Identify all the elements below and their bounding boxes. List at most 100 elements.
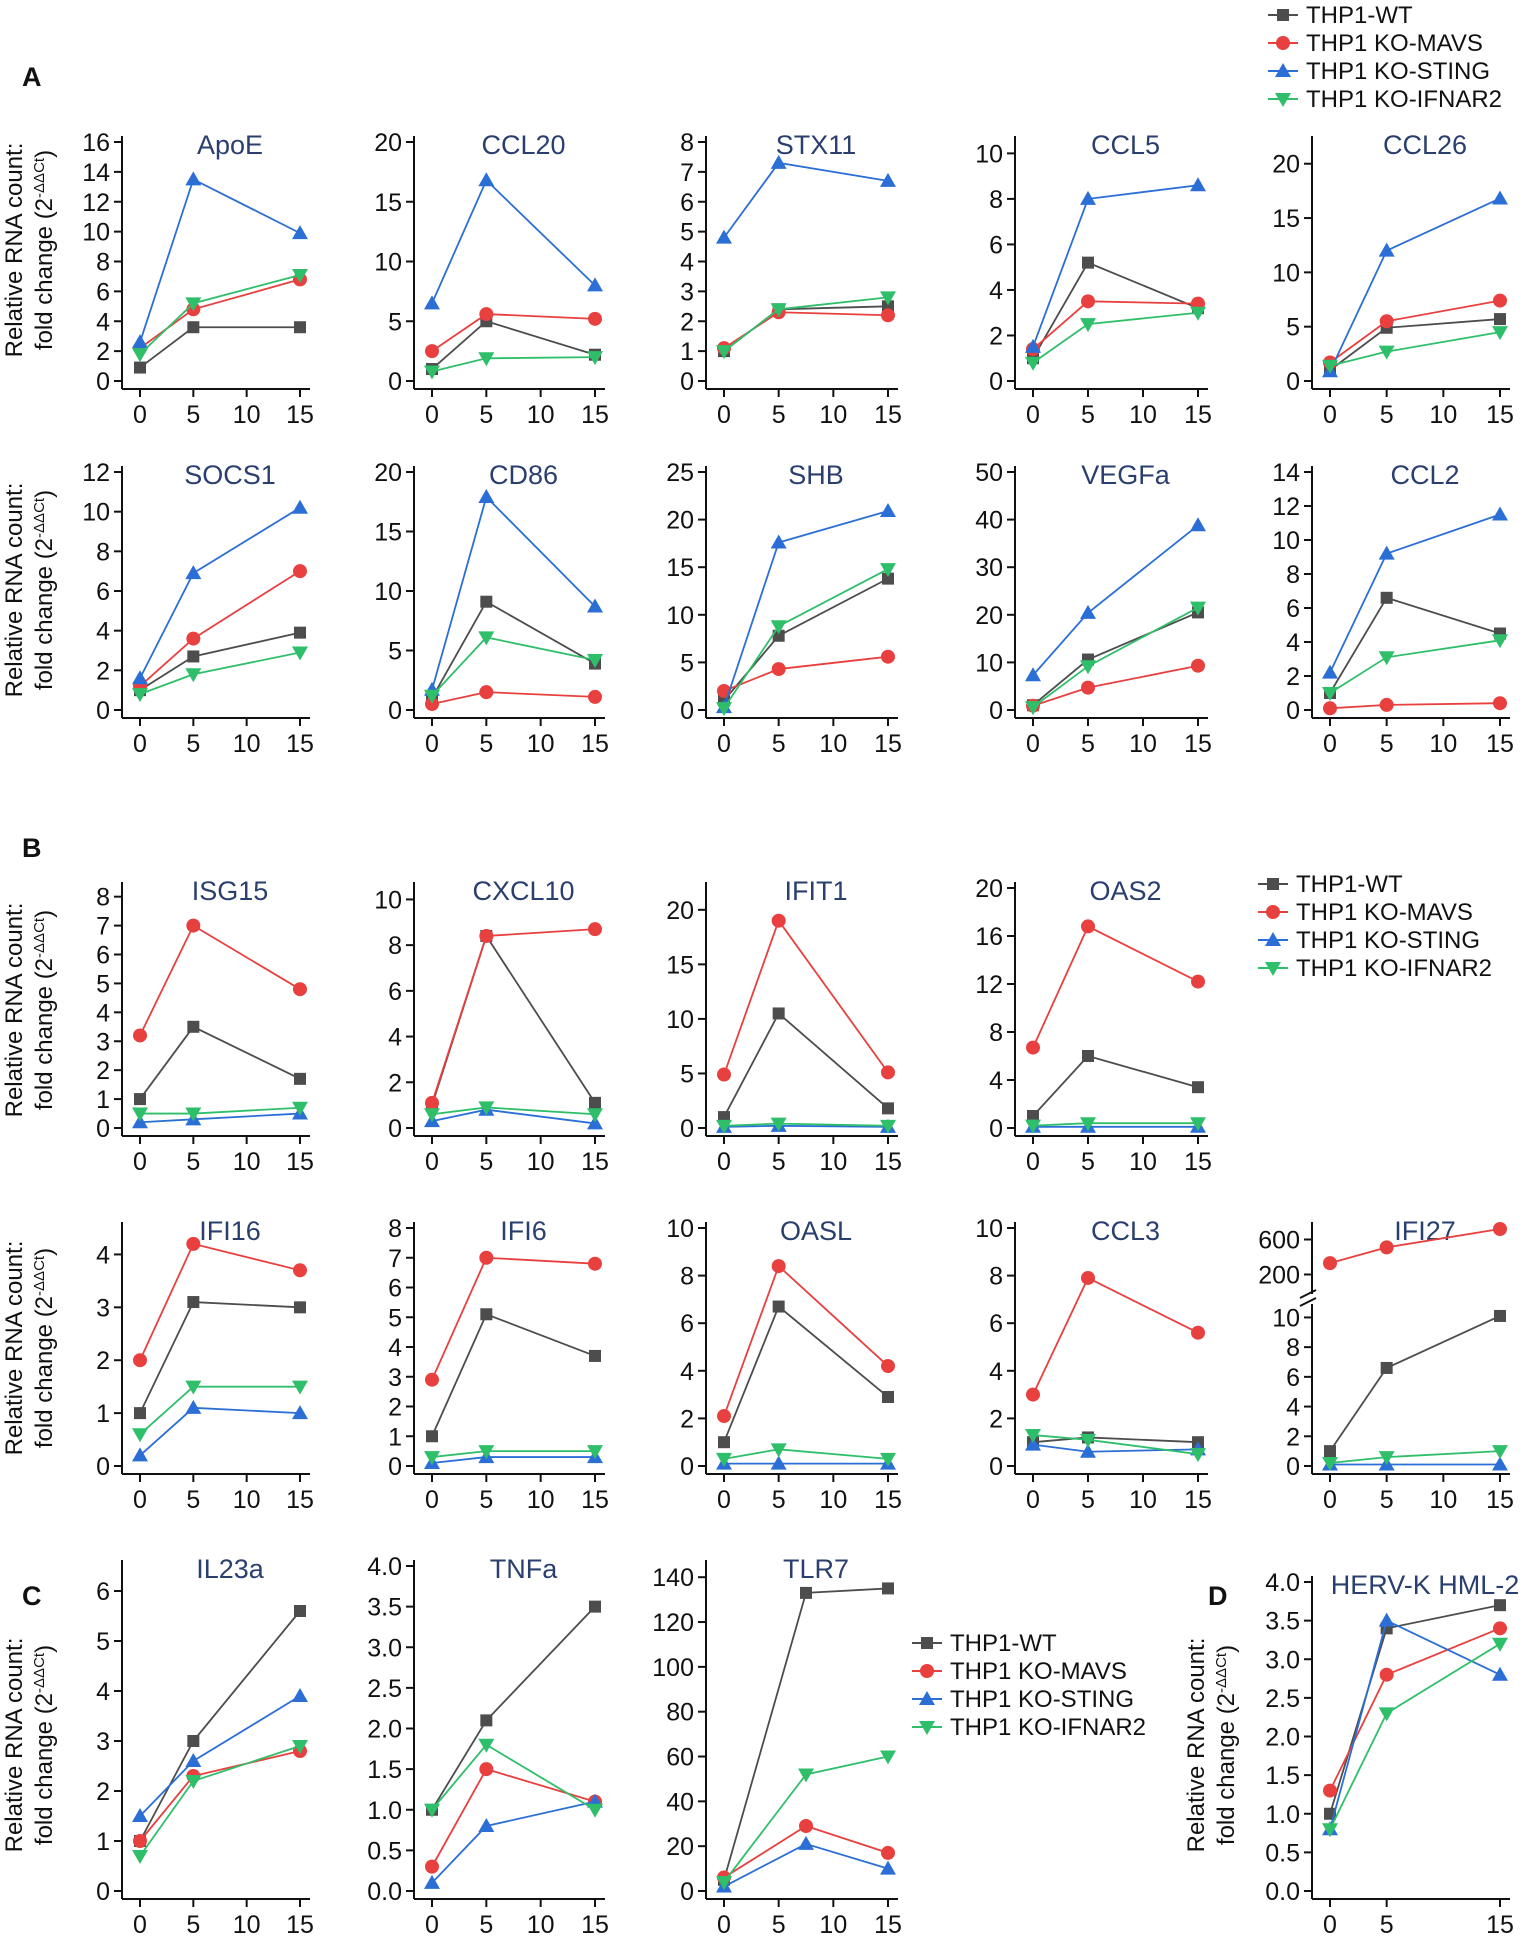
y-tick-label: 20 bbox=[666, 1833, 694, 1861]
x-tick-label: 5 bbox=[1380, 1486, 1394, 1514]
data-point bbox=[1026, 1387, 1040, 1402]
data-point bbox=[1191, 974, 1205, 989]
y-tick-label: 8 bbox=[1286, 1334, 1300, 1362]
y-tick-label: 3.5 bbox=[367, 1594, 402, 1622]
series-thp1-wt bbox=[718, 1300, 894, 1449]
data-point bbox=[1322, 664, 1338, 679]
y-axis-label: Relative RNA count: fold change (2-ΔΔCt) bbox=[1183, 1638, 1240, 1853]
series-line bbox=[1032, 1276, 1199, 1395]
x-tick-label: 10 bbox=[527, 730, 555, 758]
data-point bbox=[185, 297, 202, 312]
y-tick-label: 2.0 bbox=[1265, 1724, 1300, 1752]
series-line bbox=[431, 313, 596, 352]
x-tick-label: 10 bbox=[819, 1911, 847, 1936]
data-point bbox=[424, 1451, 440, 1466]
data-point bbox=[718, 1436, 730, 1449]
data-point bbox=[1025, 1119, 1041, 1134]
y-tick-label: 0 bbox=[989, 697, 1003, 725]
chart-title: ApoE bbox=[197, 130, 263, 160]
series-thp1-wt bbox=[134, 1296, 306, 1420]
series-thp1-ko-sting bbox=[716, 503, 896, 714]
chart-oasl: 0 5 10 15 0 2 4 6 8 10 OASL bbox=[666, 1215, 902, 1514]
data-point bbox=[480, 595, 493, 608]
data-point bbox=[589, 1096, 601, 1109]
series-thp1-wt bbox=[1027, 1050, 1204, 1122]
data-point bbox=[185, 1399, 202, 1414]
y-tick-label: 14 bbox=[1272, 459, 1300, 487]
axis-break-mark bbox=[1299, 1289, 1317, 1299]
data-point bbox=[185, 171, 202, 186]
legend-item-thp1-ko-sting: THP1 KO-STING bbox=[912, 1686, 1134, 1713]
series-thp1-ko-sting bbox=[424, 1449, 603, 1470]
x-tick-label: 10 bbox=[1429, 1486, 1457, 1514]
data-point bbox=[292, 1380, 308, 1395]
legend-item-thp1-wt: THP1-WT bbox=[1258, 871, 1403, 898]
x-tick-label: 15 bbox=[286, 1148, 314, 1176]
x-tick-label: 0 bbox=[133, 401, 147, 429]
chart-tnfa: 0 5 10 15 0.0 0.5 1.0 1.5 2.0 2.5 3.0 3.5 4.0 TNFa bbox=[367, 1553, 609, 1936]
chart-title: IFI16 bbox=[199, 1216, 261, 1246]
data-point bbox=[292, 1688, 308, 1702]
series-thp1-ko-mavs bbox=[1026, 1270, 1205, 1402]
y-tick-label: 5 bbox=[388, 1304, 402, 1332]
y-tick-label: 8 bbox=[989, 186, 1003, 214]
y-tick-label: 5 bbox=[388, 308, 402, 336]
y-axis-label-line1: Relative RNA count: bbox=[1, 143, 28, 358]
series-thp1-ko-mavs bbox=[717, 305, 895, 356]
data-point bbox=[1494, 313, 1506, 326]
chart-title: CCL26 bbox=[1383, 130, 1467, 160]
legend-label: THP1 KO-MAVS bbox=[1306, 30, 1483, 57]
data-point bbox=[294, 626, 306, 639]
data-point bbox=[1492, 326, 1508, 341]
series-thp1-ko-ifnar2 bbox=[1322, 634, 1508, 701]
x-tick-label: 10 bbox=[1129, 730, 1157, 758]
x-tick-label: 10 bbox=[1429, 730, 1457, 758]
data-point bbox=[770, 620, 787, 635]
data-point bbox=[479, 929, 494, 943]
chart-ccl20: 0 5 10 15 0 5 10 15 20 CCL20 bbox=[374, 129, 609, 429]
x-tick-label: 15 bbox=[581, 730, 609, 758]
y-tick-label: 0 bbox=[680, 368, 694, 396]
series-line bbox=[723, 1264, 889, 1417]
data-point bbox=[187, 1735, 200, 1747]
legend-marker bbox=[920, 1664, 934, 1678]
data-point bbox=[1080, 190, 1096, 205]
data-point bbox=[1378, 242, 1395, 257]
series-thp1-ko-ifnar2 bbox=[1025, 601, 1206, 716]
x-tick-label: 10 bbox=[819, 1486, 847, 1514]
data-point bbox=[134, 1093, 146, 1106]
series-thp1-ko-ifnar2 bbox=[132, 646, 308, 703]
y-tick-label: 20 bbox=[666, 897, 694, 925]
data-point bbox=[1082, 256, 1094, 269]
data-point bbox=[1378, 1451, 1395, 1466]
data-point bbox=[1025, 1429, 1041, 1444]
data-point bbox=[772, 629, 785, 642]
x-tick-label: 5 bbox=[772, 1148, 786, 1176]
series-thp1-ko-mavs bbox=[425, 685, 602, 712]
series-thp1-ko-ifnar2 bbox=[1025, 1117, 1206, 1134]
x-tick-label: 10 bbox=[527, 401, 555, 429]
y-tick-label: 4 bbox=[680, 249, 694, 277]
y-tick-label: 6 bbox=[1286, 595, 1300, 623]
y-tick-label: 2 bbox=[96, 1778, 110, 1806]
y-tick-label: 12 bbox=[82, 459, 110, 487]
series-thp1-ko-sting bbox=[1322, 190, 1508, 378]
y-tick-label: 5 bbox=[96, 1628, 110, 1656]
data-point bbox=[292, 1405, 308, 1420]
y-axis-label-line1: Relative RNA count: bbox=[1, 483, 28, 698]
data-point bbox=[292, 225, 308, 240]
y-tick-label: 20 bbox=[1272, 151, 1300, 179]
data-point bbox=[479, 1250, 494, 1265]
data-point bbox=[1492, 506, 1508, 521]
series-thp1-ko-mavs bbox=[717, 1819, 895, 1885]
y-tick-label: 3.0 bbox=[367, 1634, 402, 1662]
data-point bbox=[1323, 701, 1337, 716]
series-thp1-ko-ifnar2 bbox=[424, 1445, 603, 1466]
x-tick-label: 5 bbox=[479, 1148, 493, 1176]
series-thp1-wt bbox=[1324, 1309, 1506, 1458]
chart-title: CCL5 bbox=[1091, 130, 1160, 160]
x-tick-label: 15 bbox=[874, 401, 902, 429]
x-tick-label: 0 bbox=[133, 1148, 147, 1176]
x-tick-label: 15 bbox=[581, 1486, 609, 1514]
y-tick-label: 1.5 bbox=[367, 1756, 402, 1784]
